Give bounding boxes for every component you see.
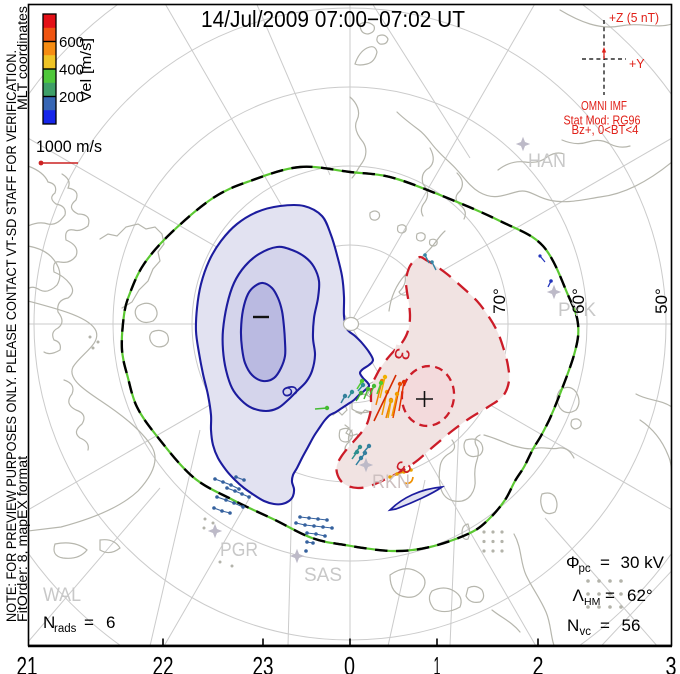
- svg-text:0: 0: [344, 651, 355, 674]
- svg-text:30 kV: 30 kV: [621, 553, 665, 572]
- svg-text:3: 3: [389, 346, 414, 362]
- svg-text:62°: 62°: [627, 586, 653, 605]
- svg-text:23: 23: [253, 651, 274, 674]
- svg-text:rads: rads: [54, 623, 77, 635]
- svg-text:Λ: Λ: [573, 586, 585, 605]
- svg-text:600: 600: [59, 34, 84, 51]
- svg-text:NOTE: FOR PREVIEW PURPOSES ONL: NOTE: FOR PREVIEW PURPOSES ONLY. PLEASE …: [4, 50, 19, 622]
- svg-text:WAL: WAL: [43, 585, 81, 606]
- svg-text:22: 22: [153, 651, 174, 674]
- svg-text:21: 21: [17, 651, 38, 674]
- svg-text:=: =: [600, 553, 610, 572]
- svg-text:50°: 50°: [652, 288, 671, 314]
- svg-text:=: =: [605, 586, 615, 605]
- svg-text:3: 3: [666, 651, 677, 674]
- svg-text:HAN: HAN: [528, 151, 566, 172]
- svg-text:=: =: [600, 616, 610, 635]
- svg-text:1000 m/s: 1000 m/s: [36, 137, 102, 156]
- svg-text:60°: 60°: [569, 288, 588, 314]
- svg-text:SAS: SAS: [304, 565, 342, 586]
- svg-text:PGR: PGR: [220, 540, 258, 561]
- svg-text:N: N: [567, 616, 579, 635]
- svg-text:pc: pc: [579, 563, 591, 575]
- svg-text:70°: 70°: [490, 288, 509, 314]
- svg-text:9: 9: [278, 383, 303, 400]
- svg-text:FitOrder: 8, mapEX format: FitOrder: 8, mapEX format: [15, 456, 30, 622]
- svg-text:Bz+, 0<BT<4: Bz+, 0<BT<4: [572, 123, 639, 137]
- svg-text:N: N: [43, 613, 55, 632]
- svg-text:+Y: +Y: [629, 57, 645, 71]
- svg-text:PYK: PYK: [558, 300, 596, 321]
- svg-text:6: 6: [106, 613, 115, 632]
- svg-text:200: 200: [59, 89, 84, 106]
- svg-text:Φ: Φ: [566, 553, 580, 572]
- svg-text:14/Jul/2009 07:00−07:02 UT: 14/Jul/2009 07:00−07:02 UT: [201, 6, 465, 32]
- svg-text:400: 400: [59, 62, 84, 79]
- svg-text:2: 2: [533, 651, 544, 674]
- svg-text:RKN: RKN: [372, 472, 410, 493]
- svg-text:1: 1: [434, 651, 441, 674]
- svg-text:Vel [m/s]: Vel [m/s]: [78, 38, 95, 102]
- svg-text:56: 56: [622, 616, 641, 635]
- svg-text:Stat Mod: RG96: Stat Mod: RG96: [564, 114, 641, 128]
- svg-text:=: =: [84, 613, 94, 632]
- svg-text:+Z (5 nT): +Z (5 nT): [609, 11, 659, 25]
- svg-text:OMNI IMF: OMNI IMF: [581, 99, 627, 113]
- svg-text:HM: HM: [584, 596, 600, 608]
- svg-text:MLT coordinates: MLT coordinates: [15, 6, 30, 110]
- svg-text:vc: vc: [580, 626, 592, 638]
